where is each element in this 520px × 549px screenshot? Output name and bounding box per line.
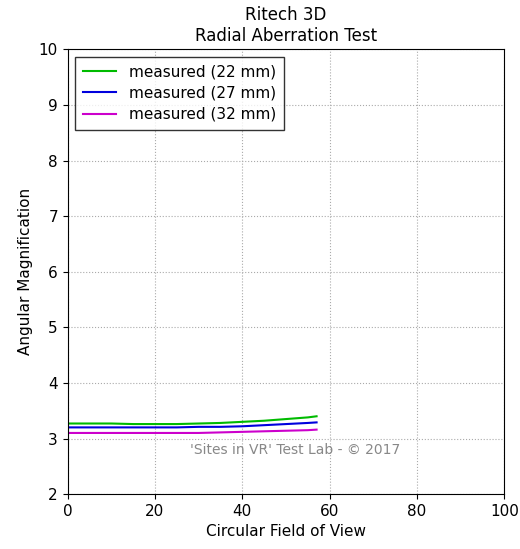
Line: measured (22 mm): measured (22 mm) <box>68 416 317 424</box>
measured (32 mm) <box>64 430 71 436</box>
measured (27 mm) <box>261 422 267 428</box>
measured (27 mm) <box>174 424 180 430</box>
measured (32 mm) <box>261 428 267 435</box>
Text: 'Sites in VR' Test Lab - © 2017: 'Sites in VR' Test Lab - © 2017 <box>190 442 400 457</box>
measured (27 mm) <box>152 424 158 430</box>
measured (27 mm) <box>86 424 93 430</box>
measured (22 mm) <box>261 417 267 424</box>
measured (32 mm) <box>283 428 289 434</box>
measured (27 mm) <box>108 424 114 430</box>
measured (27 mm) <box>130 424 136 430</box>
measured (32 mm) <box>196 430 202 436</box>
measured (32 mm) <box>152 430 158 436</box>
measured (32 mm) <box>174 430 180 436</box>
measured (22 mm) <box>152 421 158 427</box>
measured (22 mm) <box>314 413 320 419</box>
measured (32 mm) <box>86 430 93 436</box>
measured (27 mm) <box>239 423 245 429</box>
measured (22 mm) <box>217 419 224 426</box>
Line: measured (27 mm): measured (27 mm) <box>68 422 317 427</box>
measured (22 mm) <box>86 420 93 427</box>
Line: measured (32 mm): measured (32 mm) <box>68 430 317 433</box>
measured (22 mm) <box>130 421 136 427</box>
measured (32 mm) <box>130 430 136 436</box>
measured (22 mm) <box>305 414 311 421</box>
measured (22 mm) <box>283 416 289 422</box>
measured (27 mm) <box>283 421 289 427</box>
measured (32 mm) <box>217 429 224 436</box>
measured (27 mm) <box>217 423 224 430</box>
measured (27 mm) <box>305 419 311 426</box>
measured (22 mm) <box>196 420 202 427</box>
Title: Ritech 3D
Radial Aberration Test: Ritech 3D Radial Aberration Test <box>195 6 377 45</box>
Y-axis label: Angular Magnification: Angular Magnification <box>18 188 33 355</box>
measured (22 mm) <box>174 421 180 427</box>
measured (32 mm) <box>305 427 311 434</box>
measured (27 mm) <box>64 424 71 430</box>
measured (32 mm) <box>314 427 320 433</box>
measured (22 mm) <box>108 420 114 427</box>
Legend: measured (22 mm), measured (27 mm), measured (32 mm): measured (22 mm), measured (27 mm), meas… <box>75 57 283 130</box>
measured (32 mm) <box>239 429 245 435</box>
measured (27 mm) <box>314 419 320 425</box>
X-axis label: Circular Field of View: Circular Field of View <box>206 524 366 539</box>
measured (27 mm) <box>196 423 202 430</box>
measured (22 mm) <box>64 420 71 427</box>
measured (22 mm) <box>239 418 245 425</box>
measured (32 mm) <box>108 430 114 436</box>
